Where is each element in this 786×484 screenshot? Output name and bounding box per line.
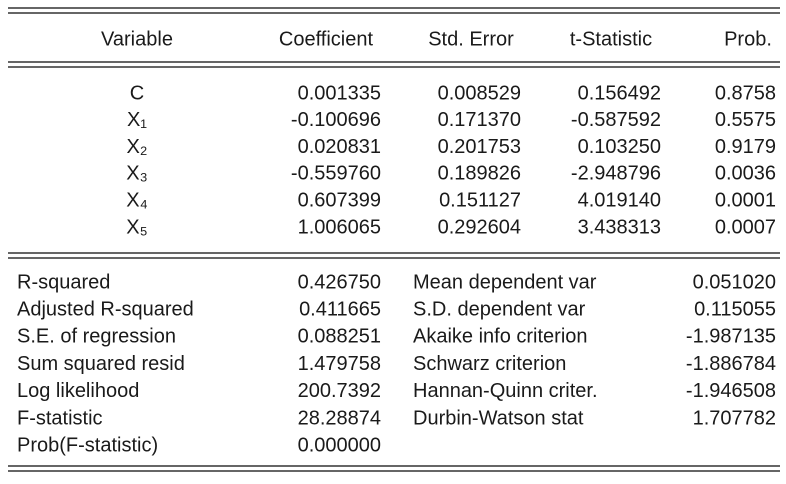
cell: 0.0036 [715,163,776,185]
cell: 0.9179 [715,136,776,158]
cell: 0.156492 [578,82,661,104]
cell: 0.151127 [439,189,521,211]
stat-label: Log likelihood [17,380,139,402]
cell: 0.0007 [715,216,776,238]
cell: -0.100696 [291,109,381,131]
stat-label: S.E. of regression [17,326,176,348]
column-header: Std. Error [428,28,514,50]
cell: -0.587592 [571,109,661,131]
stat-value: 0.051020 [693,271,776,293]
stat-label: Prob(F-statistic) [17,434,158,456]
stat-label: Sum squared resid [17,353,185,375]
stat-label: Akaike info criterion [413,326,588,348]
cell: 0.292604 [438,216,521,238]
column-header: Variable [101,28,173,50]
cell: 3.438313 [578,216,661,238]
cell: 0.8758 [715,82,776,104]
cell: 0.008529 [438,82,521,104]
cell: 0.103250 [578,136,661,158]
stat-value: 28.28874 [298,407,381,429]
cell: 0.5575 [715,109,776,131]
column-header: Prob. [724,28,772,50]
variable-name: X₅ [126,216,147,238]
cell: -2.948796 [571,163,661,185]
stat-value: -1.886784 [686,353,776,375]
cell: 0.0001 [715,189,776,211]
stat-value: 200.7392 [298,380,381,402]
stat-label: Hannan-Quinn criter. [413,380,598,402]
stat-value: 1.479758 [298,353,381,375]
variable-name: C [130,82,144,104]
variable-name: X₃ [126,163,147,185]
cell: 0.607399 [298,189,381,211]
stat-value: -1.946508 [686,380,776,402]
cell: 1.006065 [298,216,381,238]
stat-value: 0.426750 [298,271,381,293]
cell: -0.559760 [291,163,381,185]
variable-name: X₁ [127,109,147,131]
column-header: Coefficient [279,28,374,50]
stat-value: 0.088251 [298,326,381,348]
stat-value: 1.707782 [693,407,776,429]
stat-label: S.D. dependent var [413,298,586,320]
stat-value: 0.411665 [299,298,381,320]
stat-label: Schwarz criterion [413,353,566,375]
variable-name: X₄ [126,189,148,211]
rules [8,7,780,472]
stat-label: Mean dependent var [413,271,597,293]
stat-label: Durbin-Watson stat [413,407,584,429]
cell: 0.171370 [438,109,521,131]
cell: 0.201753 [438,136,521,158]
cell: 0.001335 [298,82,381,104]
stat-label: Adjusted R-squared [17,298,194,320]
stat-value: -1.987135 [686,326,776,348]
column-header: t-Statistic [570,28,652,50]
stat-label: F-statistic [17,407,103,429]
stat-label: R-squared [17,271,110,293]
cell: 4.019140 [578,189,661,211]
stat-value: 0.000000 [298,434,381,456]
cell: 0.020831 [298,136,381,158]
stat-value: 0.115055 [694,298,776,320]
variable-name: X₂ [126,136,147,158]
cell: 0.189826 [438,163,521,185]
